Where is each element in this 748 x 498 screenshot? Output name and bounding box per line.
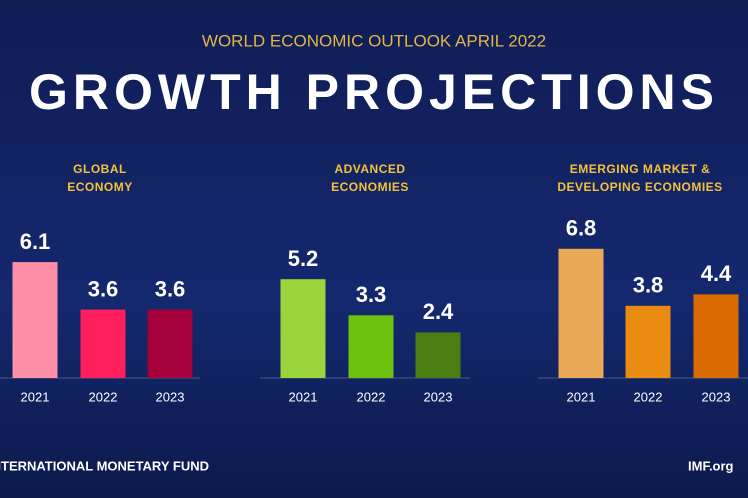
value-label: 6.1 xyxy=(20,229,51,254)
x-tick-label: 2021 xyxy=(567,389,596,404)
chart-title: ADVANCED xyxy=(334,162,405,176)
x-tick-label: 2023 xyxy=(702,389,731,404)
x-tick-label: 2022 xyxy=(634,389,663,404)
value-label: 3.6 xyxy=(155,276,186,301)
subtitle: WORLD ECONOMIC OUTLOOK APRIL 2022 xyxy=(202,31,546,50)
chart-title: ECONOMY xyxy=(67,180,133,194)
bar xyxy=(12,262,58,378)
bar xyxy=(348,315,394,378)
bar xyxy=(147,309,193,378)
x-tick-label: 2021 xyxy=(21,389,50,404)
bar xyxy=(80,309,126,378)
chart-title: ECONOMIES xyxy=(331,180,409,194)
value-label: 3.3 xyxy=(356,282,387,307)
bar xyxy=(415,332,461,378)
x-tick-label: 2022 xyxy=(357,389,386,404)
x-tick-label: 2023 xyxy=(156,389,185,404)
value-label: 5.2 xyxy=(288,246,319,271)
footer-left: INTERNATIONAL MONETARY FUND xyxy=(0,458,209,473)
bar xyxy=(693,294,739,378)
value-label: 3.6 xyxy=(88,276,119,301)
x-tick-label: 2021 xyxy=(289,389,318,404)
bar xyxy=(625,305,671,378)
x-tick-label: 2023 xyxy=(424,389,453,404)
value-label: 6.8 xyxy=(566,216,597,241)
value-label: 3.8 xyxy=(633,273,664,298)
value-label: 2.4 xyxy=(423,299,454,324)
title: GROWTH PROJECTIONS xyxy=(29,64,719,120)
value-label: 4.4 xyxy=(701,261,732,286)
chart-title: EMERGING MARKET & xyxy=(570,162,711,176)
bar xyxy=(558,248,604,378)
chart-title: GLOBAL xyxy=(73,162,127,176)
chart-title: DEVELOPING ECONOMIES xyxy=(557,180,722,194)
bar xyxy=(280,279,326,378)
x-tick-label: 2022 xyxy=(89,389,118,404)
footer-right: IMF.org xyxy=(688,458,734,473)
